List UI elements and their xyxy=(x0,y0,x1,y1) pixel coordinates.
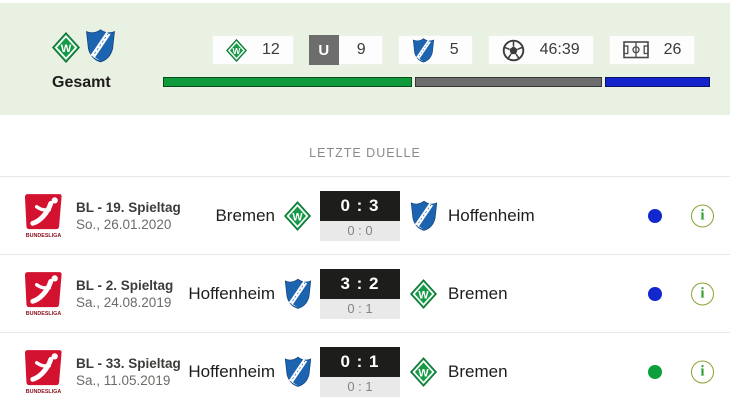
stat-draws-box: 9 xyxy=(338,35,383,65)
match-row: BL - 33. Spieltag Sa., 11.05.2019 Hoffen… xyxy=(0,333,730,409)
matches-value: 26 xyxy=(663,41,682,58)
score-block: 0 : 3 0 : 0 xyxy=(320,190,400,241)
result-dot xyxy=(648,208,662,223)
home-team-name: Hoffenheim xyxy=(188,361,275,381)
match-date: Sa., 24.08.2019 xyxy=(76,294,172,310)
stat-matches: 26 xyxy=(608,35,696,65)
overall-team-logos xyxy=(52,29,163,63)
hoffenheim-logo-icon xyxy=(411,37,435,63)
competition-name: BL - 33. Spieltag xyxy=(76,355,181,371)
stat-home-wins: 12 xyxy=(212,35,294,65)
final-score: 0 : 1 xyxy=(320,346,400,377)
result-dot xyxy=(648,364,662,379)
halftime-score: 0 : 1 xyxy=(320,376,400,397)
halftime-score: 0 : 1 xyxy=(320,298,400,319)
result-dot xyxy=(648,286,662,301)
bundesliga-logo-icon xyxy=(24,349,63,395)
overall-header: Gesamt xyxy=(0,3,163,115)
away-wins-value: 5 xyxy=(449,41,459,58)
home-team-name: Hoffenheim xyxy=(188,283,275,303)
away-team-name: Hoffenheim xyxy=(448,205,535,225)
draw-badge: U xyxy=(308,35,339,65)
overall-label: Gesamt xyxy=(52,74,111,91)
match-row: BL - 19. Spieltag So., 26.01.2020 Bremen… xyxy=(0,177,730,255)
competition-block: BL - 33. Spieltag Sa., 11.05.2019 xyxy=(24,349,181,395)
competition-name: BL - 19. Spieltag xyxy=(76,199,181,215)
bundesliga-logo-icon xyxy=(24,271,63,317)
werder-bremen-logo-icon xyxy=(52,32,80,63)
info-button[interactable]: i xyxy=(691,282,714,305)
distribution-bar xyxy=(163,77,710,87)
bar-segment-draws xyxy=(414,77,603,87)
bar-segment-away-wins xyxy=(605,77,710,87)
section-divider xyxy=(0,176,730,177)
soccer-ball-icon xyxy=(502,39,524,61)
competition-name: BL - 2. Spieltag xyxy=(76,277,174,293)
stat-goals: 46:39 xyxy=(487,35,594,65)
hoffenheim-logo-icon xyxy=(410,200,438,231)
hoffenheim-logo-icon xyxy=(85,29,116,63)
bar-segment-home-wins xyxy=(163,77,412,87)
match-row: BL - 2. Spieltag Sa., 24.08.2019 Hoffenh… xyxy=(0,255,730,333)
werder-bremen-logo-icon xyxy=(410,278,437,309)
info-button[interactable]: i xyxy=(691,360,714,383)
werder-bremen-logo-icon xyxy=(284,200,311,231)
match-date: So., 26.01.2020 xyxy=(76,216,172,232)
competition-block: BL - 19. Spieltag So., 26.01.2020 xyxy=(24,193,181,239)
halftime-score: 0 : 0 xyxy=(320,220,400,241)
overall-summary-panel: Gesamt 12 U 9 5 46:39 xyxy=(0,3,730,115)
stats-row: 12 U 9 5 46:39 26 xyxy=(212,35,710,65)
away-team-name: Bremen xyxy=(448,283,508,303)
pitch-icon xyxy=(622,41,649,59)
stat-away-wins: 5 xyxy=(397,35,473,65)
overall-stats: 12 U 9 5 46:39 26 xyxy=(163,3,730,115)
score-block: 3 : 2 0 : 1 xyxy=(320,268,400,319)
score-block: 0 : 1 0 : 1 xyxy=(320,346,400,397)
away-team-name: Bremen xyxy=(448,361,508,381)
werder-bremen-logo-icon xyxy=(410,356,437,387)
match-date: Sa., 11.05.2019 xyxy=(76,372,171,388)
final-score: 3 : 2 xyxy=(320,268,400,299)
draws-value: 9 xyxy=(356,41,366,58)
hoffenheim-logo-icon xyxy=(284,278,312,309)
hoffenheim-logo-icon xyxy=(284,356,312,387)
stat-draws: U 9 xyxy=(308,35,383,65)
goals-value: 46:39 xyxy=(539,41,580,58)
home-wins-value: 12 xyxy=(262,41,280,58)
section-title: LETZTE DUELLE xyxy=(309,146,421,160)
final-score: 0 : 3 xyxy=(320,190,400,221)
werder-bremen-logo-icon xyxy=(226,38,247,62)
home-team-name: Bremen xyxy=(215,205,275,225)
info-button[interactable]: i xyxy=(691,204,714,227)
competition-block: BL - 2. Spieltag Sa., 24.08.2019 xyxy=(24,271,173,317)
bundesliga-logo-icon xyxy=(24,193,63,239)
